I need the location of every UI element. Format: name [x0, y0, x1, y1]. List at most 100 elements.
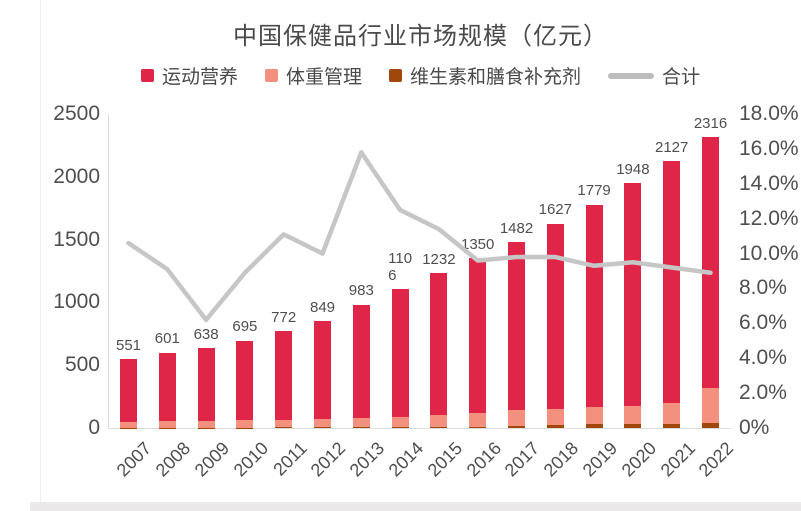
x-axis-label-2017: 2017: [501, 438, 544, 481]
plot-area: 551 2007 601 2008 638 2009 695 2010 772 2011 849 20…: [108, 114, 738, 480]
bar-value-label-2018: 1627: [538, 201, 572, 219]
bar-value-label-2016: 1350: [461, 236, 495, 254]
y-axis-tick-left: 500: [64, 353, 100, 377]
bar-value-label-2020: 1948: [616, 161, 650, 179]
bar-2011-segment-2: [275, 427, 293, 428]
bar-value-label-2010: 695: [232, 318, 258, 336]
bar-2009-segment-0: [197, 347, 215, 421]
bar-value-label-2008: 601: [154, 330, 180, 348]
legend: 运动营养 体重管理 维生素和膳食补充剂 合计: [40, 62, 801, 89]
bar-2007-segment-1: [120, 421, 137, 428]
legend-marker-vitamins-supplements-icon: [389, 69, 402, 82]
bar-2013-segment-2: [352, 427, 370, 428]
x-axis-label-2007: 2007: [113, 438, 156, 481]
bar-2009-segment-1: [197, 420, 215, 428]
legend-marker-total-icon: [608, 72, 655, 79]
bar-2021-segment-1: [663, 402, 681, 424]
bar-2010-segment-0: [236, 340, 254, 421]
bar-2015-segment-0: [430, 273, 448, 416]
y-axis-tick-right: 2.0%: [739, 381, 787, 405]
chart-title: 中国保健品行业市场规模（亿元）: [233, 23, 608, 50]
legend-item-weight-management[interactable]: 体重管理: [264, 62, 362, 89]
y-axis-left: 2500 2000 1500 1000 500 0: [28, 102, 100, 439]
y-axis-tick-left: 1000: [53, 290, 100, 314]
bar-2016-segment-1: [469, 412, 487, 427]
bar-2016-segment-0: [469, 258, 487, 413]
x-axis-label-2015: 2015: [423, 438, 467, 481]
bar-2020-segment-0: [624, 183, 642, 407]
legend-label: 合计: [662, 67, 701, 88]
x-axis-label-2008: 2008: [151, 438, 195, 481]
bar-2022-segment-0: [702, 137, 719, 389]
bar-value-label-2019: 1779: [577, 182, 611, 200]
bar-2015-segment-1: [430, 415, 448, 427]
x-axis-label-2010: 2010: [229, 438, 273, 481]
y-axis-tick-right: 8.0%: [739, 276, 787, 300]
bar-2008-segment-1: [158, 421, 176, 428]
legend-marker-sports-nutrition-icon: [140, 69, 154, 82]
bar-2012-segment-1: [314, 418, 331, 428]
bar-2017-segment-2: [508, 426, 525, 428]
x-axis-label-2021: 2021: [656, 438, 699, 481]
bar-2019-segment-0: [585, 204, 603, 408]
bar-value-label-2015: 1232: [422, 251, 456, 269]
bar-2021-segment-0: [663, 160, 681, 403]
legend-item-vitamins-supplements[interactable]: 维生素和膳食补充剂: [389, 62, 581, 89]
x-axis-label-2012: 2012: [307, 438, 350, 481]
legend-item-total[interactable]: 合计: [608, 62, 700, 89]
x-axis-label-2014: 2014: [384, 438, 428, 481]
y-axis-tick-right: 14.0%: [739, 171, 799, 195]
bar-value-label-2012: 849: [309, 299, 336, 317]
y-axis-tick-right: 10.0%: [739, 241, 799, 265]
legend-label: 运动营养: [161, 67, 238, 88]
y-axis-tick-left: 1500: [53, 227, 100, 251]
bar-2014-segment-2: [391, 427, 409, 428]
bar-2011-segment-0: [275, 331, 293, 420]
bar-2010-segment-2: [236, 427, 254, 428]
y-axis-tick-left: 2000: [53, 164, 100, 188]
bar-2018-segment-0: [546, 223, 564, 410]
x-axis-label-2011: 2011: [269, 438, 311, 480]
bar-2015-segment-2: [430, 427, 448, 428]
y-axis-tick-right: 4.0%: [739, 346, 787, 370]
y-axis-tick-right: 12.0%: [739, 206, 799, 230]
page-bottom-strip: [30, 502, 801, 511]
bar-2022-segment-1: [702, 388, 719, 423]
bar-2017-segment-1: [508, 409, 525, 427]
x-axis-label-2022: 2022: [695, 438, 738, 481]
bar-2009-segment-2: [197, 427, 215, 428]
bar-2020-segment-2: [624, 424, 642, 428]
bar-2019-segment-1: [585, 407, 603, 425]
bar-value-label-2022: 2316: [693, 114, 728, 132]
bar-value-label-2009: 638: [193, 325, 219, 343]
y-axis-tick-left: 2500: [53, 102, 100, 125]
bar-value-label-2021: 2127: [655, 138, 689, 156]
bar-2012-segment-0: [314, 321, 331, 419]
bar-2018-segment-1: [546, 409, 564, 425]
x-axis-label-2020: 2020: [617, 438, 661, 481]
y-axis-tick-right: 6.0%: [739, 311, 787, 335]
legend-item-sports-nutrition[interactable]: 运动营养: [140, 62, 238, 89]
bar-2016-segment-2: [469, 426, 487, 428]
bar-2018-segment-2: [546, 424, 564, 428]
bar-2013-segment-0: [352, 304, 370, 418]
bar-2021-segment-2: [663, 423, 681, 428]
bar-2014-segment-1: [391, 416, 409, 428]
y-axis-tick-right: 18.0%: [739, 102, 799, 125]
bar-value-label-2007: 551: [115, 336, 142, 354]
total-line-layer: [126, 150, 713, 323]
x-axis-label-2009: 2009: [190, 438, 234, 481]
legend-marker-weight-management-icon: [264, 69, 278, 82]
x-axis-label-2016: 2016: [462, 438, 505, 481]
bar-2008-segment-0: [158, 352, 176, 422]
bar-value-label-2017: 1482: [499, 219, 534, 237]
x-axis-label-2018: 2018: [539, 438, 583, 481]
bar-2013-segment-1: [352, 417, 370, 428]
y-axis-right: 18.0% 16.0% 14.0% 12.0% 10.0% 8.0% 6.0% 4.0% 2.0…: [739, 102, 801, 439]
bar-2020-segment-1: [624, 406, 642, 425]
bar-2014-segment-0: [391, 289, 409, 417]
left-panel-divider: [40, 0, 41, 511]
total-growth-line: [126, 150, 713, 323]
legend-label: 体重管理: [285, 67, 362, 88]
bar-2011-segment-1: [275, 419, 293, 428]
